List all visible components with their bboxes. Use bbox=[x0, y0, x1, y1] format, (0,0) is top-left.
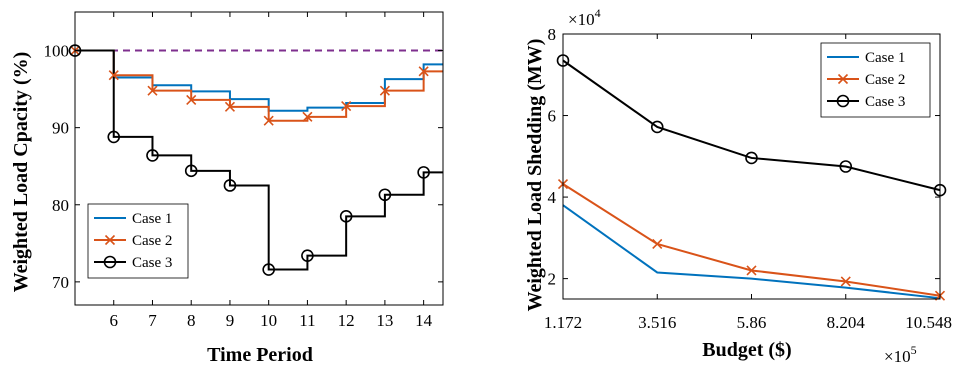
circle-marker bbox=[339, 210, 353, 223]
x-tick-label: 7 bbox=[148, 311, 157, 330]
x-marker bbox=[840, 276, 851, 287]
x-tick-label: 8.204 bbox=[827, 313, 866, 332]
y-tick-label: 100 bbox=[44, 42, 70, 61]
x-marker bbox=[263, 115, 274, 126]
x-marker bbox=[108, 70, 119, 81]
legend-label: Case 2 bbox=[132, 233, 172, 249]
y-tick-label: 6 bbox=[548, 107, 557, 126]
plot-frame bbox=[74, 11, 444, 306]
series-line bbox=[75, 49, 443, 122]
x-tick-label: 12 bbox=[338, 311, 355, 330]
circle-marker bbox=[378, 188, 392, 202]
circle-marker bbox=[146, 149, 159, 162]
y-axis-exponent: ×104 bbox=[568, 6, 601, 29]
x-marker bbox=[224, 101, 236, 112]
x-axis-label: Time Period bbox=[207, 344, 313, 366]
x-tick-label: 1.172 bbox=[544, 313, 582, 332]
circle-marker bbox=[836, 94, 850, 108]
x-tick-label: 6 bbox=[109, 311, 118, 330]
series-line bbox=[75, 49, 443, 271]
x-marker bbox=[302, 111, 313, 122]
y-tick-label: 80 bbox=[52, 196, 69, 215]
x-tick-label: 9 bbox=[226, 311, 235, 330]
x-tick-label: 8 bbox=[187, 311, 196, 330]
series-line bbox=[562, 204, 941, 300]
x-tick-label: 11 bbox=[299, 311, 315, 330]
legend-label: Case 1 bbox=[132, 211, 172, 227]
y-tick-label: 90 bbox=[52, 119, 69, 138]
x-marker bbox=[186, 94, 197, 105]
x-axis-label: Budget ($) bbox=[702, 339, 791, 361]
x-tick-label: 14 bbox=[415, 311, 433, 330]
x-tick-label: 5.86 bbox=[737, 313, 767, 332]
circle-marker bbox=[107, 130, 121, 144]
x-marker bbox=[418, 66, 429, 77]
y-tick-label: 2 bbox=[548, 270, 557, 289]
legend-label: Case 1 bbox=[865, 50, 905, 66]
y-axis-label: Weighted Load Shedding (MW) bbox=[524, 39, 546, 312]
series-line bbox=[562, 59, 941, 192]
circle-marker bbox=[650, 120, 664, 134]
x-marker bbox=[652, 238, 663, 250]
circle-marker bbox=[262, 263, 275, 276]
circle-marker bbox=[417, 166, 430, 179]
chart-load-capacity: 6 7 8 9 10 11 12 13 14 70 80 90 100 Case 1 Case 2 Case … bbox=[10, 11, 444, 366]
x-marker bbox=[341, 101, 352, 112]
x-marker bbox=[837, 73, 849, 85]
legend-label: Case 2 bbox=[865, 72, 905, 88]
x-marker bbox=[746, 265, 757, 276]
circle-marker bbox=[745, 151, 758, 165]
circle-marker bbox=[103, 255, 117, 269]
circle-marker bbox=[839, 160, 853, 173]
legend-label: Case 3 bbox=[865, 94, 905, 110]
x-axis-exponent: ×105 bbox=[884, 343, 917, 366]
circle-marker bbox=[301, 249, 314, 262]
x-tick-label: 10.548 bbox=[905, 313, 952, 332]
series-line bbox=[75, 49, 443, 112]
x-tick-label: 10 bbox=[260, 311, 277, 330]
y-axis-label: Weighted Load Cpacity (%) bbox=[10, 52, 32, 293]
y-tick-label: 70 bbox=[52, 273, 69, 292]
x-marker bbox=[379, 85, 390, 96]
x-marker bbox=[104, 234, 116, 246]
x-tick-label: 13 bbox=[376, 311, 393, 330]
circle-marker bbox=[223, 179, 237, 192]
chart-load-shedding: 1.172 3.516 5.86 8.204 10.548 2 4 6 8 Case 1 Case … bbox=[524, 6, 952, 366]
x-marker bbox=[147, 85, 158, 96]
legend-label: Case 3 bbox=[132, 255, 172, 271]
x-tick-label: 3.516 bbox=[638, 313, 676, 332]
circle-marker bbox=[184, 164, 198, 178]
y-tick-label: 8 bbox=[548, 25, 557, 44]
y-tick-label: 4 bbox=[548, 188, 557, 207]
